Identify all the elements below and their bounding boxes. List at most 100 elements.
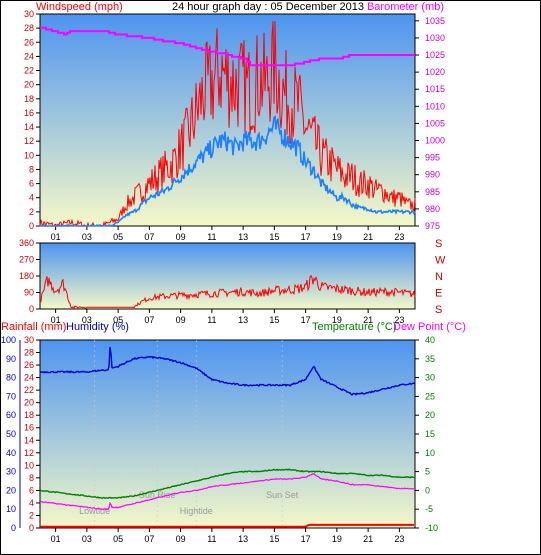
baro-y-tick-label: 990 [425,170,440,180]
baro-y-tick-label: 1005 [425,118,445,128]
wind-y-tick-label: 2 [29,207,34,217]
wind-plot-area [39,13,416,227]
wind-y-tick-label: 22 [24,66,34,76]
baro-y-tick-label: 1035 [425,16,445,26]
temp-y-tick-label: 15 [425,429,435,439]
average-windspeed-series [39,115,416,228]
wind-y-tick-label: 24 [24,51,34,61]
temp-y-tick-label: 20 [425,410,435,420]
compass-label: S [435,238,442,250]
wind-y-tick-label: 8 [29,164,34,174]
x-tick-label: 11 [207,232,216,242]
x-tick-label: 23 [394,315,404,325]
temp-y-tick-label: -10 [425,523,438,533]
x-tick-label: 03 [82,232,92,242]
windspeed-axis-label: Windspeed (mph) [36,1,123,13]
x-tick-label: 07 [144,534,154,544]
temp-y-tick-label: 30 [425,373,435,383]
temp-y-tick-label: 40 [425,335,435,345]
x-tick-label: 21 [363,534,373,544]
humidity-y-tick-label: 100 [1,335,16,345]
event-marker-label: Lowtide [79,506,110,516]
baro-y-tick-label: 1020 [425,67,445,77]
x-tick-label: 11 [207,315,216,325]
dir-y-tick-label: 180 [19,271,34,281]
rain-y-tick-label: 18 [24,410,34,420]
wind-y-tick-label: 0 [29,221,34,231]
rainfall-axis-label: Rainfall (mm) [1,321,66,333]
humidity-y-tick-label: 40 [6,448,16,458]
wind-y-tick-label: 12 [24,136,34,146]
wind-y-tick-label: 10 [24,150,34,160]
x-tick-label: 11 [207,534,216,544]
rain-y-tick-label: 2 [29,510,34,520]
wind-y-tick-label: 20 [24,80,34,90]
humidity-y-tick-label: 20 [6,485,16,495]
x-tick-label: 19 [332,534,342,544]
baro-y-tick-label: 1000 [425,136,445,146]
x-tick-label: 13 [238,315,248,325]
temp-y-tick-label: 35 [425,354,435,364]
baro-y-tick-label: 1025 [425,50,445,60]
wind-y-tick-label: 16 [24,108,34,118]
temp-y-tick-label: 0 [425,485,430,495]
humidity-y-tick-label: 60 [6,410,16,420]
rain-y-tick-label: 4 [29,498,34,508]
humidity-y-tick-label: 90 [6,354,16,364]
wind-y-tick-label: 4 [29,193,34,203]
x-tick-label: 05 [113,534,123,544]
humidity-axis-label: Humidity (%) [66,321,129,333]
rain-y-tick-label: 8 [29,473,34,483]
baro-y-tick-label: 985 [425,187,440,197]
baro-y-tick-label: 1030 [425,33,445,43]
rain-y-tick-label: 6 [29,485,34,495]
x-tick-label: 01 [51,315,61,325]
rain-y-tick-label: 16 [24,423,34,433]
x-tick-label: 23 [394,534,404,544]
x-tick-label: 13 [238,232,248,242]
x-tick-label: 09 [176,232,186,242]
x-tick-label: 17 [301,534,311,544]
x-tick-label: 19 [332,315,342,325]
temp-plot-area [39,339,416,529]
rain-y-tick-label: 22 [24,385,34,395]
series-layer: Lowtide Sun Rise Hightide Sun Set [39,21,416,528]
temperature-axis-label: Temperature (°C) [312,321,396,333]
wind-y-tick-label: 30 [24,9,34,19]
compass-label: E [435,288,442,300]
x-tick-label: 19 [332,232,342,242]
baro-y-tick-label: 1010 [425,101,445,111]
event-marker-label: Sun Rise [139,490,176,500]
rain-y-tick-label: 26 [24,360,34,370]
x-tick-label: 07 [144,232,154,242]
baro-y-tick-label: 975 [425,221,440,231]
temp-y-tick-label: -5 [425,504,433,514]
event-marker-label: Hightide [180,506,213,516]
baro-y-tick-label: 1015 [425,84,445,94]
x-tick-label: 17 [301,232,311,242]
wind-y-tick-label: 18 [24,94,34,104]
rain-y-tick-label: 12 [24,448,34,458]
compass-label: W [435,255,446,267]
dir-y-tick-label: 0 [29,304,34,314]
temp-y-tick-label: 5 [425,467,430,477]
x-tick-label: 21 [363,315,373,325]
x-tick-label: 03 [82,534,92,544]
temperature-series [39,468,415,500]
x-tick-label: 09 [176,534,186,544]
x-tick-label: 01 [51,232,61,242]
wind-y-tick-label: 26 [24,37,34,47]
event-marker-label: Sun Set [266,490,299,500]
chart-title: 24 hour graph day : 05 December 2013 [172,1,364,13]
axes-layer: 0246810121416182022242628309759809859909… [1,9,446,544]
direction-plot-area [39,242,416,310]
humidity-series [39,346,416,396]
rain-y-tick-label: 10 [24,460,34,470]
humidity-y-tick-label: 50 [6,429,16,439]
wind-y-tick-label: 28 [24,23,34,33]
rain-y-tick-label: 14 [24,435,34,445]
wind-y-tick-label: 14 [24,122,34,132]
rain-y-tick-label: 28 [24,348,34,358]
humidity-y-tick-label: 80 [6,373,16,383]
x-tick-label: 09 [176,315,186,325]
